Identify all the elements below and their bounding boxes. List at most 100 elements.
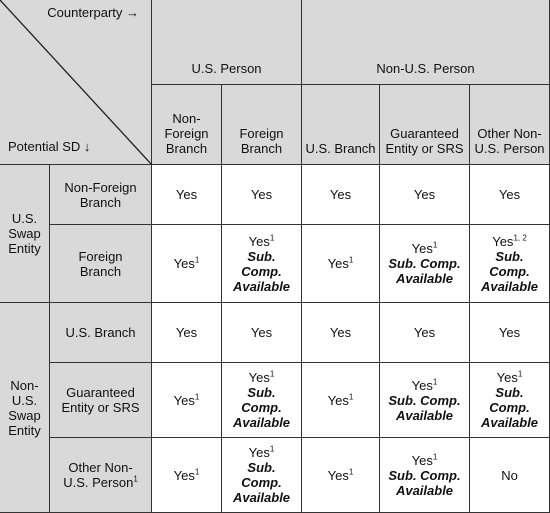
superscript: 1, 2	[513, 233, 527, 243]
data-cell: Yes1 Sub. Comp. Available	[380, 363, 470, 438]
superscript: 1	[194, 392, 200, 402]
cell-content: Yes1	[174, 393, 200, 408]
cell-content: Yes	[414, 187, 435, 202]
group-label: U.S. Person	[191, 61, 262, 76]
row-label: Non-Foreign Branch	[60, 180, 141, 210]
data-cell: Yes1	[152, 225, 222, 303]
superscript: 1	[432, 240, 438, 250]
cell-content: Yes1 Sub. Comp. Available	[388, 453, 461, 498]
data-cell: Yes1	[152, 363, 222, 438]
cell-content: Yes1	[174, 468, 200, 483]
data-cell: Yes1 Sub. Comp. Available	[380, 225, 470, 303]
row-header: U.S. Branch	[50, 303, 152, 363]
potential-label: Potential SD ↓	[8, 139, 91, 154]
cell-text: Yes	[248, 370, 270, 385]
cell-text: No	[501, 467, 518, 483]
cell-content: Yes	[499, 325, 520, 340]
cell-text: Yes	[329, 325, 352, 340]
cell-text: Yes	[327, 256, 349, 271]
cell-note: Sub. Comp. Available	[232, 385, 291, 430]
cell-content: Yes	[251, 325, 272, 340]
data-cell: Yes1 Sub. Comp. Available	[222, 225, 302, 303]
cell-text: Yes	[173, 467, 195, 483]
data-cell: Yes	[470, 165, 550, 225]
column-label: Other Non-U.S. Person	[474, 126, 545, 156]
superscript: 1	[194, 467, 200, 477]
cell-text: Yes	[327, 467, 349, 483]
cell-text: Yes	[250, 187, 273, 202]
data-cell: Yes1, 2 Sub. Comp. Available	[470, 225, 550, 303]
cell-content: Yes	[330, 325, 351, 340]
cell-note: Sub. Comp. Available	[232, 248, 291, 294]
cell-text: Yes	[498, 325, 521, 340]
cell-content: Yes	[414, 325, 435, 340]
cell-content: Yes1	[328, 256, 354, 271]
superscript: 1	[432, 377, 438, 387]
cell-content: No	[501, 468, 518, 483]
cell-content: Yes1	[328, 468, 354, 483]
column-header: Other Non-U.S. Person	[470, 85, 550, 165]
cell-text: Yes	[413, 187, 436, 202]
cell-text: Yes	[173, 392, 195, 408]
superscript: 1	[517, 369, 523, 379]
column-label: Non-Foreign Branch	[164, 111, 209, 156]
corner-cell: Counterparty → Potential SD ↓	[0, 0, 152, 165]
column-header: U.S. Branch	[302, 85, 380, 165]
data-cell: Yes	[152, 165, 222, 225]
cell-content: Yes	[176, 325, 197, 340]
column-label: Foreign Branch	[239, 126, 284, 156]
diagonal	[0, 0, 152, 165]
row-label-text: Non-Foreign Branch	[64, 179, 137, 210]
superscript: 1	[269, 369, 275, 379]
data-cell: Yes1 Sub. Comp. Available	[222, 363, 302, 438]
column-label: Guaranteed Entity or SRS	[385, 126, 464, 156]
row-label-text: U.S. Branch	[65, 325, 136, 340]
superscript: 1	[133, 474, 138, 484]
cell-text: Yes	[498, 187, 521, 202]
row-header: Foreign Branch	[50, 225, 152, 303]
cell-text: Yes	[175, 325, 198, 340]
data-cell: Yes1 Sub. Comp. Available	[222, 438, 302, 513]
cell-content: Yes1 Sub. Comp. Available	[230, 234, 293, 294]
data-cell: Yes	[302, 165, 380, 225]
cell-note: Sub. Comp. Available	[232, 460, 291, 505]
group-label: Non-U.S. Person	[376, 61, 475, 76]
cell-note: Sub. Comp. Available	[388, 467, 461, 498]
cell-text: Yes	[327, 392, 349, 408]
cell-text: Yes	[175, 187, 198, 202]
cell-text: Yes	[496, 370, 518, 385]
data-cell: Yes	[222, 303, 302, 363]
row-label-text: Guaranteed Entity or SRS	[61, 385, 140, 415]
data-cell: Yes	[380, 303, 470, 363]
cell-text: Yes	[250, 325, 273, 340]
cell-content: Yes	[251, 187, 272, 202]
cell-text: Yes	[248, 445, 270, 460]
data-cell: Yes	[222, 165, 302, 225]
row-header: Non-Foreign Branch	[50, 165, 152, 225]
cell-text: Yes	[329, 187, 352, 202]
counterparty-label: Counterparty →	[47, 5, 139, 20]
cell-text: Yes	[413, 325, 436, 340]
data-cell: Yes	[302, 303, 380, 363]
cell-content: Yes1 Sub. Comp. Available	[388, 378, 461, 423]
superscript: 1	[348, 392, 354, 402]
data-cell: No	[470, 438, 550, 513]
row-label-text: Other Non-U.S. Person	[63, 460, 134, 490]
superscript: 1	[269, 444, 275, 454]
row-label: Foreign Branch	[60, 249, 141, 279]
column-header: Guaranteed Entity or SRS	[380, 85, 470, 165]
cell-note: Sub. Comp. Available	[480, 248, 539, 294]
cell-note: Sub. Comp. Available	[388, 256, 461, 286]
column-header: Foreign Branch	[222, 85, 302, 165]
superscript: 1	[432, 452, 438, 462]
cell-content: Yes	[330, 187, 351, 202]
data-cell: Yes	[152, 303, 222, 363]
row-header: Other Non-U.S. Person1	[50, 438, 152, 513]
cell-content: Yes	[176, 187, 197, 202]
column-header: Non-Foreign Branch	[152, 85, 222, 165]
data-cell: Yes1	[302, 225, 380, 303]
superscript: 1	[269, 233, 275, 243]
cell-content: Yes1, 2 Sub. Comp. Available	[478, 234, 541, 294]
group-header: U.S. Person	[152, 0, 302, 85]
